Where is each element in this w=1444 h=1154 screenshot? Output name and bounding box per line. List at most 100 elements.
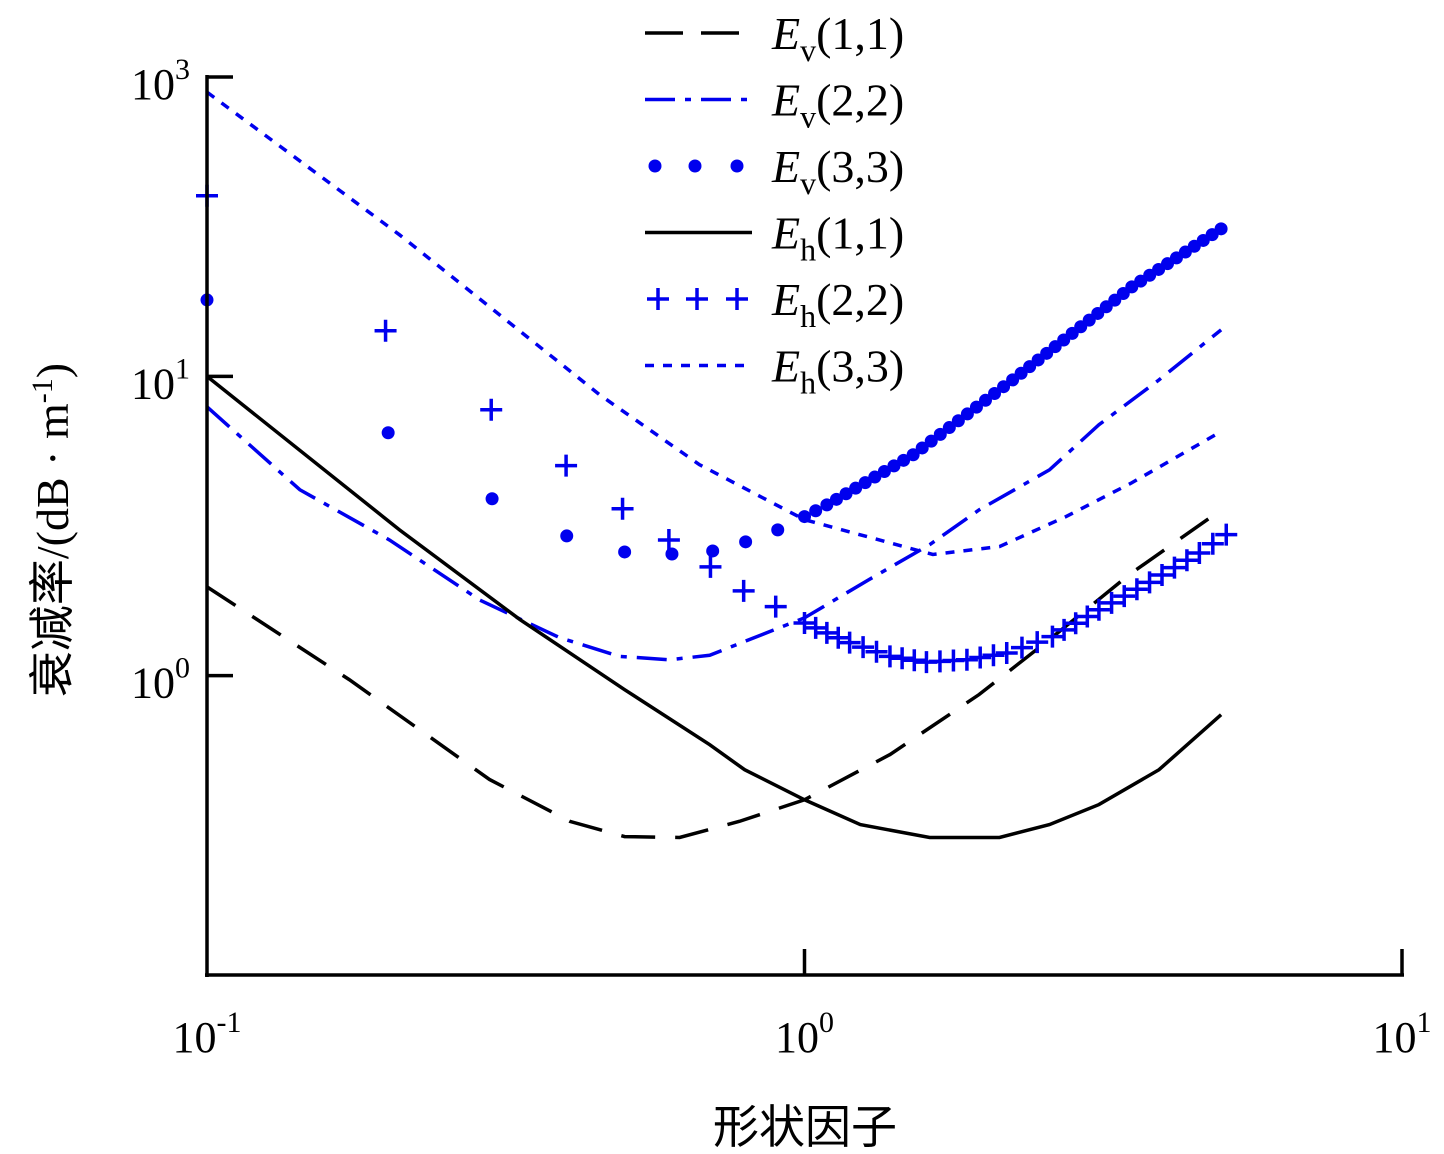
- y-tick-label: 100: [131, 652, 190, 708]
- series-Eh(2,2): [196, 184, 1238, 674]
- plus-marker: [480, 398, 503, 421]
- dot-marker: [849, 481, 863, 495]
- dot-marker: [988, 387, 1002, 401]
- plus-marker: [827, 626, 850, 649]
- x-tick-exp: 1: [1417, 1006, 1432, 1039]
- x-tick-base: 10: [173, 1013, 217, 1062]
- series-Ev(3,3): [200, 222, 1228, 561]
- plus-marker: [891, 647, 914, 670]
- plus-marker: [1151, 564, 1174, 587]
- legend-label-sub: h: [800, 298, 816, 334]
- legend-label-main: E: [771, 8, 800, 59]
- legend-label-args: (2,2): [816, 274, 904, 325]
- plus-marker: [732, 579, 755, 602]
- legend-label-sub: h: [800, 365, 816, 401]
- y-tick-base: 10: [131, 359, 175, 408]
- x-tick-exp: -1: [217, 1006, 242, 1039]
- legend-label-args: (1,1): [816, 8, 904, 59]
- plus-marker: [611, 497, 634, 520]
- x-tick-label: 101: [1373, 1006, 1432, 1062]
- series-Ev(2,2): [205, 328, 1223, 662]
- legend-label-args: (1,1): [816, 208, 904, 259]
- dot-marker: [839, 487, 853, 501]
- plus-marker: [1053, 618, 1076, 641]
- y-tick-base: 10: [131, 60, 175, 109]
- series-layer: [196, 90, 1238, 840]
- legend-label-args: (2,2): [816, 75, 904, 126]
- legend-item: Ev(1,1): [645, 8, 904, 68]
- plus-marker: [764, 595, 787, 618]
- plus-marker: [815, 621, 838, 644]
- plus-marker: [1041, 625, 1064, 648]
- dot-marker: [924, 434, 938, 448]
- dot-marker: [858, 476, 872, 490]
- plus-marker: [1064, 612, 1087, 635]
- plus-marker: [1113, 585, 1136, 608]
- dot-marker: [897, 453, 911, 467]
- series-Eh(1,1): [205, 374, 1223, 840]
- y-tick-base: 10: [131, 659, 175, 708]
- dot-marker: [997, 380, 1011, 394]
- plus-marker: [995, 642, 1018, 665]
- plus-marker: [726, 288, 748, 310]
- plus-marker: [838, 631, 861, 654]
- dot-marker: [771, 523, 785, 537]
- plus-marker: [374, 319, 397, 342]
- dot-marker: [951, 414, 965, 428]
- y-axis-label-sup: -1: [26, 378, 59, 403]
- y-axis-label-close: ): [27, 363, 78, 378]
- legend-label-sub: h: [800, 232, 816, 268]
- legend-item: Eh(3,3): [645, 341, 904, 401]
- y-tick-label: 101: [131, 352, 190, 408]
- dot-marker: [942, 421, 956, 435]
- dot-marker: [877, 464, 891, 478]
- legend-label-main: E: [771, 341, 800, 392]
- legend-item: Eh(1,1): [645, 208, 904, 268]
- legend-item: Ev(2,2): [645, 75, 904, 135]
- dot-marker: [969, 400, 983, 414]
- plus-marker: [793, 611, 816, 634]
- series-line: [206, 508, 1223, 840]
- plus-marker: [1188, 541, 1211, 564]
- plus-marker: [969, 646, 992, 669]
- dot-marker: [560, 529, 574, 543]
- legend-label-main: E: [771, 208, 800, 259]
- plus-marker: [1215, 523, 1238, 546]
- plus-marker: [699, 555, 722, 578]
- series-line: [205, 374, 1223, 840]
- dot-marker: [960, 407, 974, 421]
- dot-marker: [906, 448, 920, 462]
- x-tick-exp: 0: [819, 1006, 834, 1039]
- plus-marker: [1163, 556, 1186, 579]
- x-axis-label: 形状因子: [713, 1102, 897, 1153]
- legend-label: Ev(3,3): [771, 141, 904, 201]
- legend-label-sub: v: [800, 99, 816, 135]
- legend-label: Ev(2,2): [771, 75, 904, 135]
- legend-label-sub: v: [800, 32, 816, 68]
- plus-marker: [555, 454, 578, 477]
- legend-label-main: E: [771, 141, 800, 192]
- plus-marker: [955, 648, 978, 671]
- legend-label: Eh(2,2): [771, 274, 904, 334]
- plus-marker: [852, 636, 875, 659]
- plus-marker: [1100, 591, 1123, 614]
- dot-marker: [648, 159, 662, 173]
- dot-marker: [485, 492, 499, 506]
- plus-marker: [1138, 571, 1161, 594]
- y-tick-exp: 3: [175, 53, 190, 86]
- y-tick-label: 103: [131, 53, 190, 109]
- dot-marker: [706, 544, 720, 558]
- y-axis-label: 衰减率/(dB · m-1): [26, 363, 78, 697]
- dot-marker: [933, 427, 947, 441]
- legend-label-args: (3,3): [816, 341, 904, 392]
- legend-label: Eh(1,1): [771, 208, 904, 268]
- legend-label-main: E: [771, 274, 800, 325]
- dot-marker: [739, 535, 753, 549]
- legend-label-sub: v: [800, 165, 816, 201]
- legend-label-args: (3,3): [816, 141, 904, 192]
- legend-label: Eh(3,3): [771, 341, 904, 401]
- plus-marker: [903, 649, 926, 672]
- plus-marker: [1175, 549, 1198, 572]
